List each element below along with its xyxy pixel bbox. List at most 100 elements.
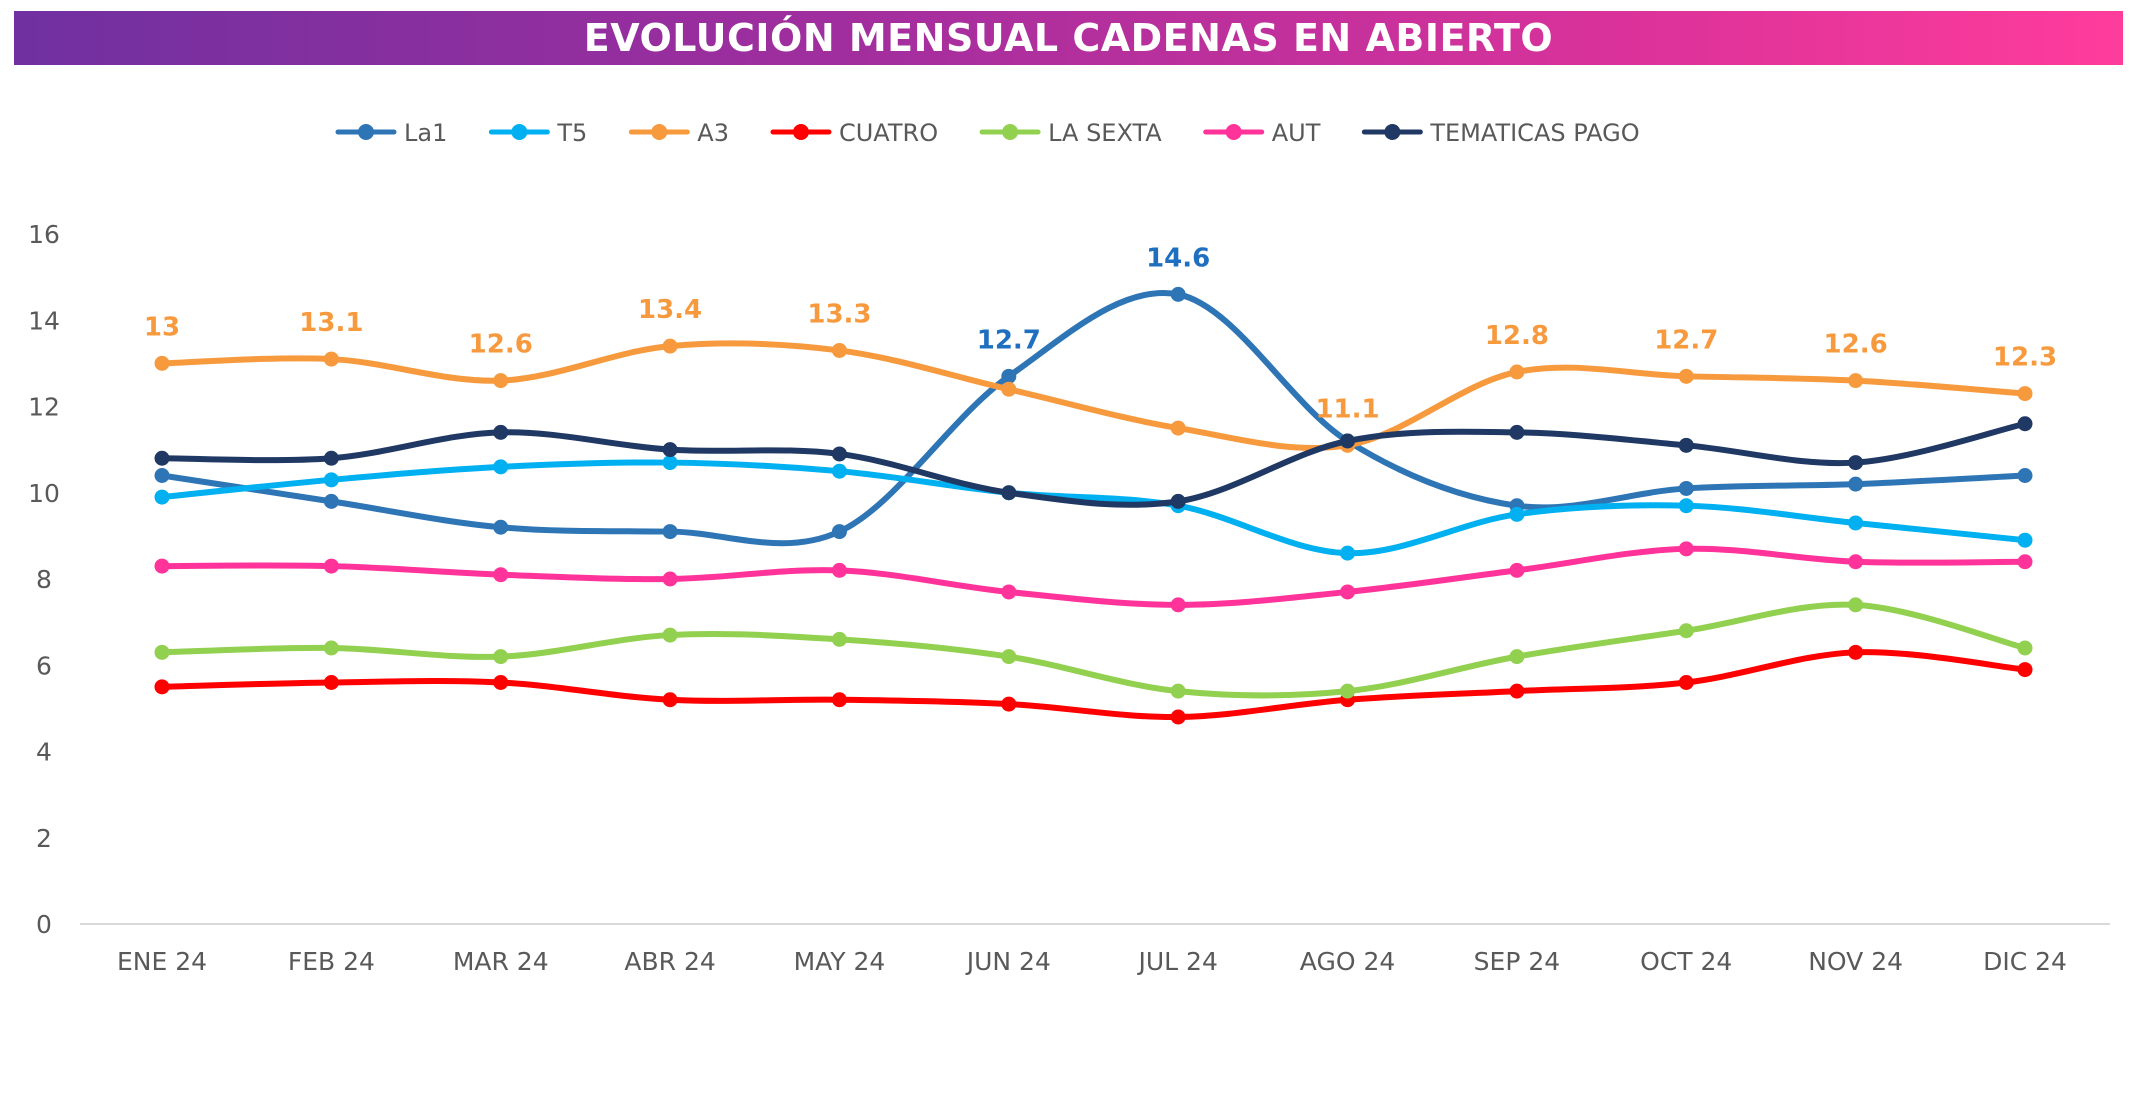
x-tick-label: FEB 24	[288, 947, 375, 976]
data-point-a3	[1170, 420, 1186, 436]
data-point-t5	[2017, 532, 2033, 548]
data-point-aut	[831, 562, 847, 578]
data-point-a3	[2017, 386, 2033, 402]
data-point-cuatro	[831, 692, 847, 708]
data-point-tematicas-pago	[1509, 424, 1525, 440]
data-point-t5	[1340, 545, 1356, 561]
data-point-a3	[1848, 373, 1864, 389]
x-tick-label: NOV 24	[1808, 947, 1903, 976]
data-point-la1	[154, 468, 170, 483]
data-point-la1	[1170, 286, 1186, 302]
data-point-la-sexta	[2017, 640, 2033, 656]
data-point-a3	[1509, 364, 1525, 380]
series-line-la1	[159, 290, 2028, 547]
x-tick-label: ABR 24	[624, 947, 715, 976]
legend-label: TEMATICAS PAGO	[1429, 119, 1639, 147]
data-point-t5	[1848, 515, 1864, 531]
data-point-t5	[154, 489, 170, 505]
data-label-a3: 12.3	[1993, 343, 2057, 373]
series-line-a3	[159, 340, 2028, 451]
data-point-a3	[831, 342, 847, 358]
data-point-tematicas-pago	[2017, 416, 2033, 432]
data-label-la1: 14.6	[1146, 243, 1210, 273]
data-point-aut	[154, 558, 170, 574]
data-point-tematicas-pago	[1340, 433, 1356, 449]
data-point-aut	[1678, 541, 1694, 557]
data-point-la-sexta	[323, 640, 339, 656]
series-line-tematicas-pago	[159, 420, 2028, 508]
data-point-la-sexta	[1170, 683, 1186, 699]
series-line-la-sexta	[159, 601, 2028, 699]
data-point-la-sexta	[662, 627, 678, 643]
data-point-la-sexta	[1509, 649, 1525, 665]
data-label-a3: 12.6	[1824, 330, 1888, 360]
data-point-tematicas-pago	[154, 450, 170, 466]
x-tick-label: DIC 24	[1983, 947, 2067, 976]
data-point-tematicas-pago	[831, 446, 847, 462]
data-point-a3	[493, 373, 509, 389]
data-point-cuatro	[1678, 675, 1694, 690]
data-point-a3	[1001, 381, 1017, 397]
data-label-a3: 13.1	[299, 308, 363, 338]
data-label-a3: 12.7	[1654, 325, 1718, 355]
x-tick-label: ENE 24	[117, 947, 207, 976]
data-point-la1	[493, 519, 509, 535]
y-tick-label: 14	[28, 306, 60, 335]
x-tick-label: AGO 24	[1300, 947, 1395, 976]
data-point-aut	[1001, 584, 1017, 600]
legend-label: La1	[404, 119, 447, 147]
legend-marker	[511, 124, 528, 140]
data-point-aut	[2017, 554, 2033, 570]
data-label-a3: 13.4	[638, 295, 702, 325]
x-tick-label: MAR 24	[453, 947, 549, 976]
data-point-a3	[323, 351, 339, 367]
data-point-la1	[831, 524, 847, 540]
data-label-a3: 13.3	[807, 299, 871, 329]
legend-label: A3	[697, 119, 729, 147]
data-point-tematicas-pago	[1001, 485, 1017, 501]
legend-label: CUATRO	[839, 119, 938, 147]
data-point-la1	[1848, 476, 1864, 492]
data-label-a3: 12.6	[469, 330, 533, 360]
y-tick-label: 10	[28, 479, 60, 508]
legend-marker	[1002, 124, 1019, 140]
data-point-t5	[1509, 506, 1525, 522]
data-point-cuatro	[1509, 683, 1525, 699]
data-point-tematicas-pago	[1170, 493, 1186, 509]
data-point-a3	[1678, 368, 1694, 384]
data-point-aut	[1340, 584, 1356, 600]
data-point-t5	[1678, 498, 1694, 514]
y-tick-label: 2	[36, 824, 52, 853]
data-point-cuatro	[323, 675, 339, 690]
x-tick-label: SEP 24	[1474, 947, 1561, 976]
data-point-aut	[493, 567, 509, 583]
data-point-cuatro	[2017, 662, 2033, 678]
data-point-aut	[323, 558, 339, 574]
data-label-a3: 12.8	[1485, 321, 1549, 351]
data-point-la1	[323, 493, 339, 509]
data-point-la1	[1001, 368, 1017, 384]
data-point-t5	[323, 472, 339, 488]
data-point-t5	[831, 463, 847, 479]
data-point-aut	[1170, 597, 1186, 613]
x-tick-label: JUN 24	[965, 947, 1051, 976]
data-point-la1	[2017, 468, 2033, 483]
data-point-aut	[1848, 554, 1864, 570]
data-point-aut	[1509, 562, 1525, 578]
data-point-aut	[662, 571, 678, 587]
data-point-t5	[662, 455, 678, 471]
data-point-cuatro	[154, 679, 170, 695]
data-point-la-sexta	[1340, 683, 1356, 699]
data-point-cuatro	[662, 692, 678, 708]
legend-marker	[358, 124, 374, 140]
y-tick-label: 0	[36, 910, 52, 939]
legend-marker	[1225, 124, 1242, 140]
data-point-cuatro	[1848, 644, 1864, 660]
data-point-a3	[154, 355, 170, 371]
legend-label: T5	[556, 119, 587, 147]
chart-title: EVOLUCIÓN MENSUAL CADENAS EN ABIERTO	[583, 16, 1554, 60]
data-point-cuatro	[1001, 696, 1017, 712]
legend-marker	[1384, 124, 1401, 140]
legend-marker	[651, 124, 668, 140]
